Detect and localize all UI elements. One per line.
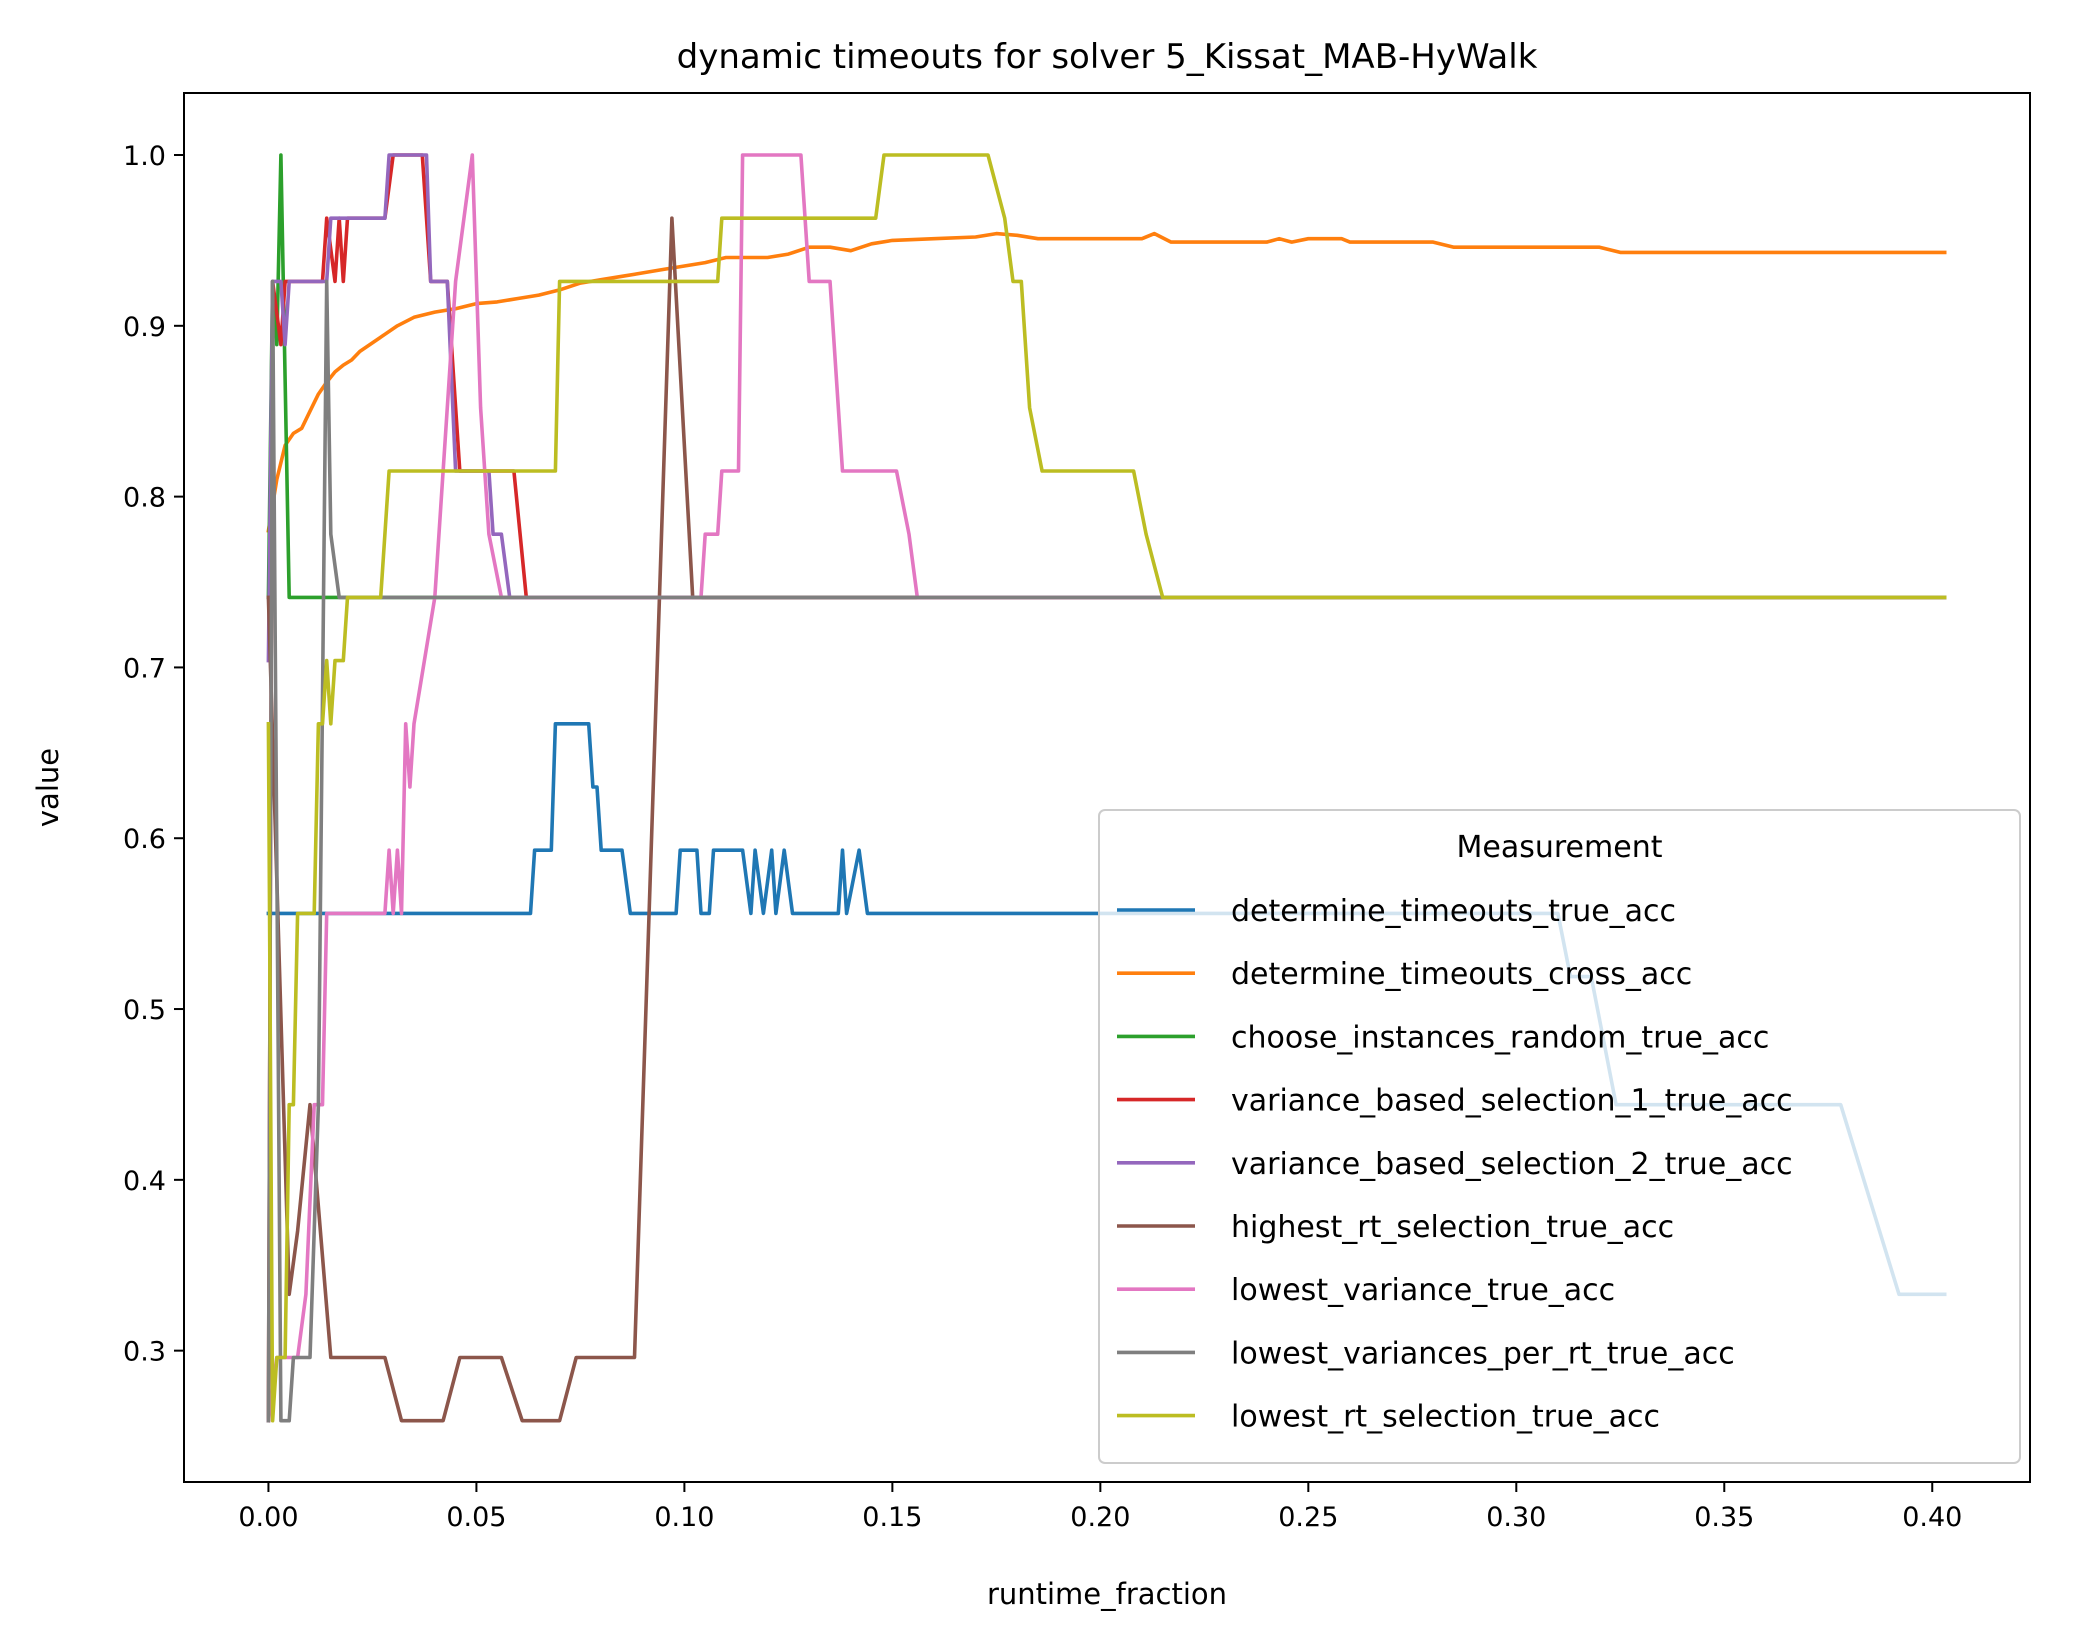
y-tick-label: 1.0 <box>123 141 166 172</box>
legend: Measurement determine_timeouts_true_accde… <box>1098 809 2021 1464</box>
legend-label: choose_instances_random_true_acc <box>1231 1020 1769 1055</box>
y-axis-title: value <box>31 748 65 827</box>
y-tick-label: 0.5 <box>123 995 166 1026</box>
legend-label: highest_rt_selection_true_acc <box>1231 1210 1674 1245</box>
series-line-5 <box>266 216 1947 1423</box>
legend-label: determine_timeouts_cross_acc <box>1231 957 1692 992</box>
y-tick-label: 0.6 <box>123 824 166 855</box>
x-tick-label: 0.05 <box>446 1502 506 1533</box>
x-axis-title: runtime_fraction <box>987 1577 1227 1611</box>
y-tick-label: 0.3 <box>123 1337 166 1368</box>
series-line-4 <box>266 153 1947 663</box>
x-tick-label: 0.20 <box>1070 1502 1130 1533</box>
y-tick-label: 0.8 <box>123 483 166 514</box>
x-tick-label: 0.25 <box>1278 1502 1338 1533</box>
series-line-7 <box>266 279 1947 1423</box>
y-tick-label: 0.4 <box>123 1166 166 1197</box>
legend-label: determine_timeouts_true_acc <box>1231 894 1676 929</box>
legend-box <box>1098 809 2021 1464</box>
plot-frame <box>183 92 2031 1483</box>
legend-label: variance_based_selection_1_true_acc <box>1231 1084 1793 1119</box>
series-line-6 <box>266 153 1947 1423</box>
legend-label: lowest_rt_selection_true_acc <box>1231 1400 1660 1435</box>
legend-label: lowest_variances_per_rt_true_acc <box>1231 1336 1735 1371</box>
x-tick-label: 0.40 <box>1902 1502 1962 1533</box>
legend-label: lowest_variance_true_acc <box>1231 1273 1615 1308</box>
x-tick-label: 0.30 <box>1486 1502 1546 1533</box>
y-tick-label: 0.9 <box>123 312 166 343</box>
legend-label: variance_based_selection_2_true_acc <box>1231 1147 1793 1182</box>
chart-title: dynamic timeouts for solver 5_Kissat_MAB… <box>677 37 1538 77</box>
series-layer <box>266 153 1947 1423</box>
x-tick-label: 0.35 <box>1694 1502 1754 1533</box>
legend-title: Measurement <box>1457 830 1663 865</box>
x-tick-label: 0.15 <box>862 1502 922 1533</box>
series-line-8 <box>266 153 1947 1423</box>
y-tick-label: 0.7 <box>123 653 166 684</box>
axes-layer: 0.00 0.05 0.10 0.15 0.20 0.25 0.30 0.35 0.40 0.3 0… <box>123 92 2031 1533</box>
series-line-1 <box>266 231 1947 533</box>
x-tick-label: 0.10 <box>654 1502 714 1533</box>
x-tick-label: 0.00 <box>238 1502 298 1533</box>
